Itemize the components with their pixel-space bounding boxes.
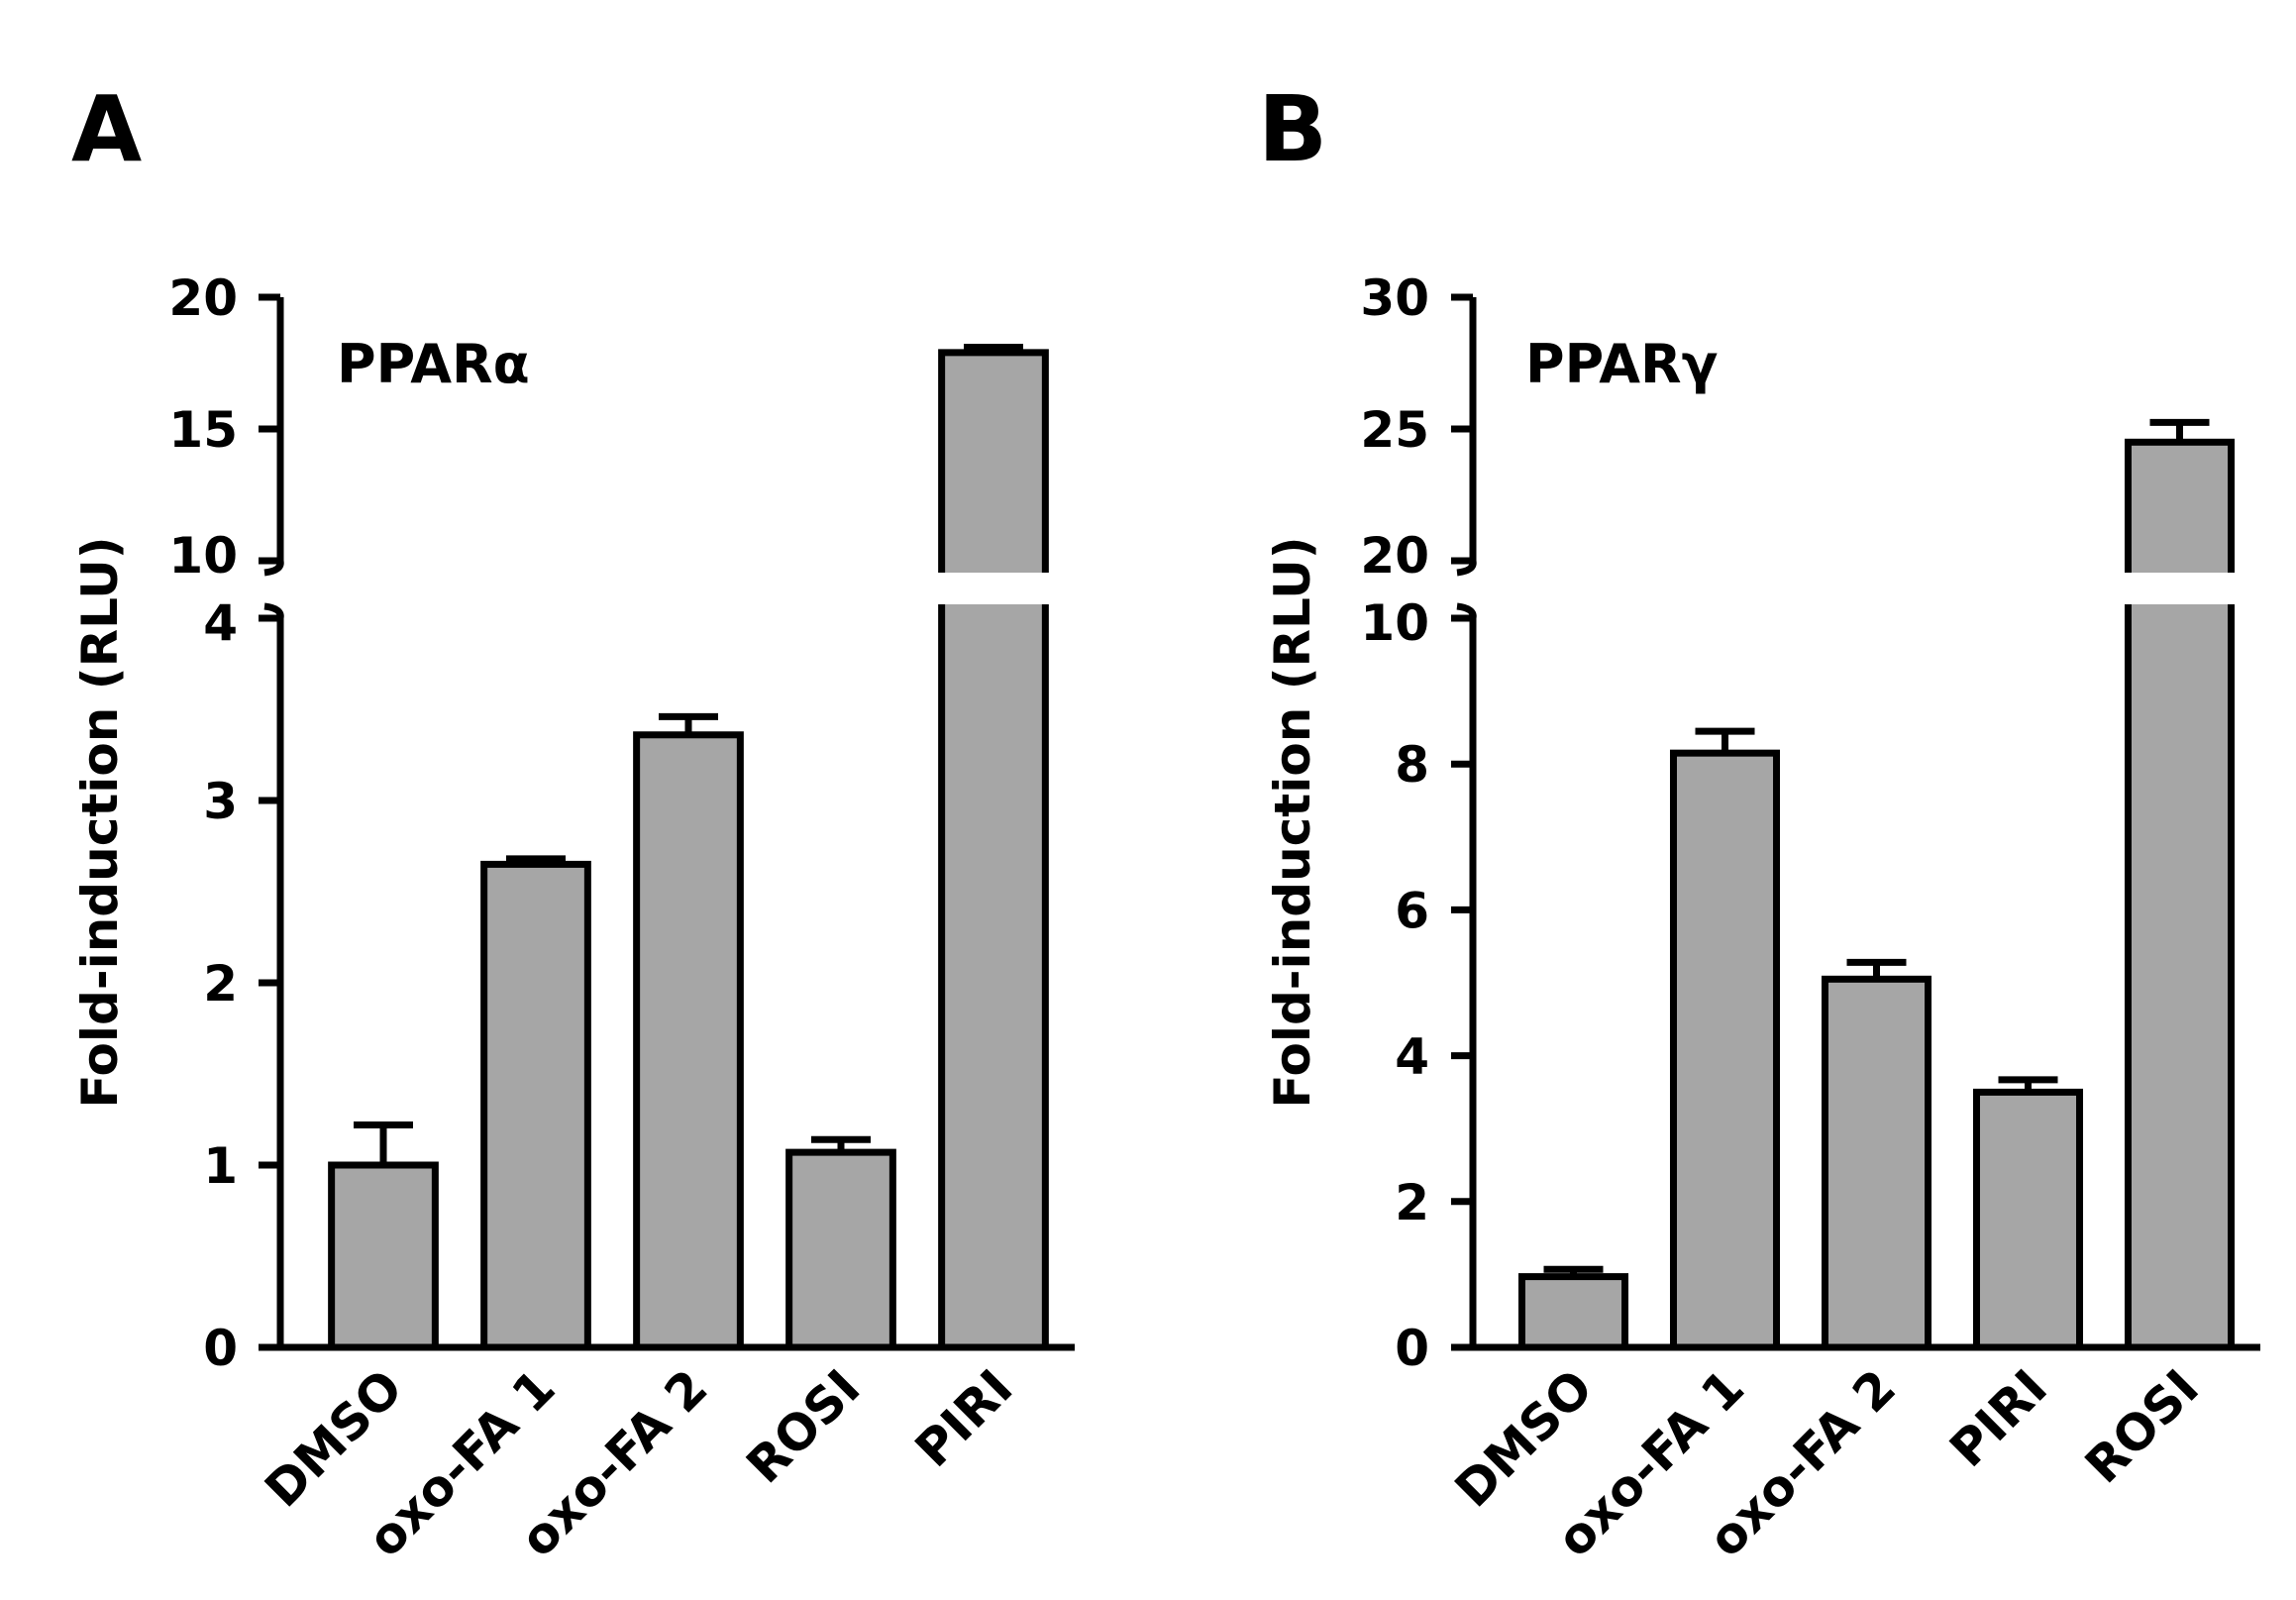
y-axis-label: Fold-induction (RLU): [71, 536, 129, 1108]
bar: [328, 1161, 439, 1351]
y-tick-label: 2: [1395, 1174, 1429, 1231]
axis-break-mark: [1456, 602, 1477, 619]
panel-letter: A: [71, 76, 142, 182]
y-tick-label: 0: [203, 1320, 238, 1377]
bar-break-gap: [935, 573, 1052, 604]
y-tick-label: 20: [1360, 527, 1429, 585]
y-tick-label: 15: [168, 401, 238, 459]
axis-break-mark: [263, 602, 284, 619]
y-tick-label: 10: [1360, 594, 1429, 652]
panel-letter: B: [1258, 76, 1327, 182]
bar: [1669, 749, 1781, 1351]
y-axis-label: Fold-induction (RLU): [1264, 536, 1321, 1108]
chart-title: PPARγ: [1525, 333, 1718, 395]
y-tick-label: 20: [168, 269, 238, 327]
axis-break-mark: [1456, 560, 1477, 577]
y-tick-label: 0: [1395, 1320, 1429, 1377]
bar: [1972, 1088, 2084, 1351]
x-tick-label: PIRI: [1939, 1358, 2058, 1477]
y-tick-label: 3: [203, 773, 238, 830]
bar: [633, 731, 744, 1351]
y-tick-label: 2: [203, 955, 238, 1013]
x-tick-label: ROSI: [2074, 1358, 2210, 1494]
y-tick-label: 4: [1395, 1028, 1429, 1086]
y-tick-label: 1: [203, 1137, 238, 1195]
y-tick-label: 25: [1360, 401, 1429, 459]
bar: [938, 349, 1049, 1351]
axis-break-mark: [263, 560, 284, 577]
bar: [1517, 1273, 1629, 1351]
x-tick-label: PIRI: [904, 1358, 1023, 1477]
bar: [1821, 975, 1932, 1351]
bar: [785, 1148, 896, 1351]
chart-title: PPARα: [337, 333, 530, 395]
y-tick-label: 6: [1395, 882, 1429, 939]
y-tick-label: 8: [1395, 736, 1429, 794]
y-tick-label: 10: [168, 527, 238, 585]
y-tick-label: 4: [203, 594, 238, 652]
bar-break-gap: [2122, 573, 2238, 604]
y-tick-label: 30: [1360, 269, 1429, 327]
bar: [480, 860, 591, 1351]
x-tick-label: ROSI: [736, 1358, 872, 1494]
